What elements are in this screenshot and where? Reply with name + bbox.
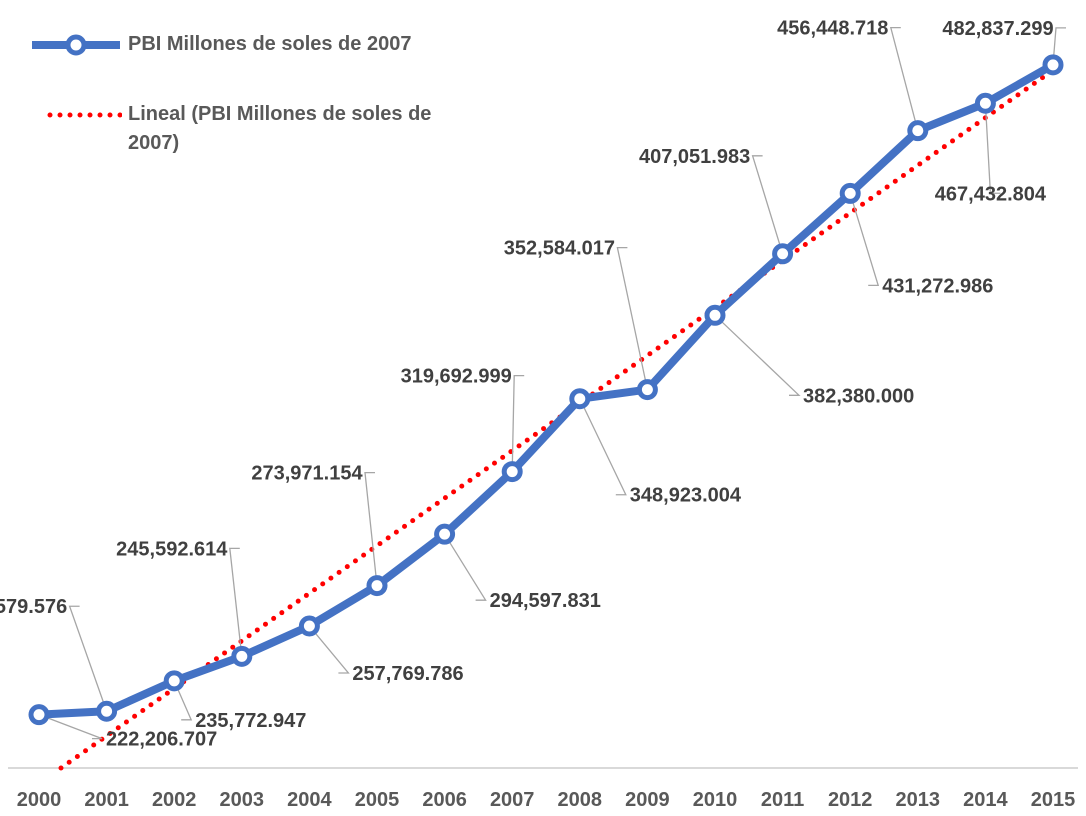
x-tick-label: 2014 bbox=[963, 789, 1008, 811]
leader-line bbox=[714, 314, 801, 396]
series-line bbox=[38, 61, 1055, 719]
x-tick-label: 2002 bbox=[152, 789, 197, 811]
leader-line bbox=[849, 193, 880, 287]
x-tick-label: 2011 bbox=[761, 789, 804, 811]
leader-line bbox=[1052, 27, 1066, 65]
x-tick-label: 2001 bbox=[84, 789, 129, 811]
leader-line bbox=[444, 533, 487, 601]
x-tick-label: 2003 bbox=[220, 789, 265, 811]
legend-series-label: PBI Millones de soles de 2007 bbox=[128, 33, 412, 55]
data-point-marker bbox=[298, 615, 320, 637]
x-tick-label: 2015 bbox=[1031, 789, 1076, 811]
legend: PBI Millones de soles de 2007 Lineal (PB… bbox=[30, 30, 500, 198]
x-tick-label: 2012 bbox=[828, 789, 873, 811]
data-point-marker bbox=[974, 92, 996, 114]
x-tick-label: 2008 bbox=[558, 789, 603, 811]
data-label: 382,380.000 bbox=[803, 385, 914, 407]
data-point-marker bbox=[96, 700, 118, 722]
legend-trendline-swatch bbox=[47, 112, 122, 118]
legend-item-trendline: Lineal (PBI Millones de soles de 2007) bbox=[30, 100, 500, 158]
data-label: 273,971.154 bbox=[251, 463, 363, 485]
leader-line bbox=[511, 374, 525, 472]
leader-line bbox=[229, 547, 243, 657]
data-point-marker bbox=[231, 645, 253, 667]
data-point-marker bbox=[1042, 54, 1064, 76]
trendline bbox=[58, 67, 1056, 771]
data-point-marker bbox=[772, 243, 794, 265]
data-point-marker bbox=[163, 670, 185, 692]
x-tick-label: 2013 bbox=[896, 789, 941, 811]
data-label: 482,837.299 bbox=[942, 18, 1053, 40]
data-point-marker bbox=[636, 379, 658, 401]
x-tick-label: 2005 bbox=[355, 789, 400, 811]
x-tick-label: 2006 bbox=[422, 789, 467, 811]
data-label: 235,772.947 bbox=[195, 710, 306, 732]
data-labels: 222,206.707 223,579.576 235,772.947 245,592… bbox=[0, 18, 1054, 751]
x-axis: 2000 2001 2002 2003 2004 2005 2006 2007 2008 2009… bbox=[8, 767, 1078, 811]
x-tick-label: 2004 bbox=[287, 789, 332, 811]
legend-trendline-label: Lineal (PBI Millones de soles de 2007) bbox=[128, 103, 432, 154]
leader-line bbox=[68, 605, 108, 712]
data-label: 294,597.831 bbox=[490, 590, 601, 612]
legend-item-series: PBI Millones de soles de 2007 bbox=[30, 30, 500, 60]
data-label: 223,579.576 bbox=[0, 596, 67, 618]
data-point-marker bbox=[28, 704, 50, 726]
data-point-marker bbox=[501, 461, 523, 483]
legend-series-swatch bbox=[32, 34, 120, 56]
data-label: 456,448.718 bbox=[777, 18, 888, 40]
x-tick-label: 2007 bbox=[490, 789, 535, 811]
data-label: 352,584.017 bbox=[504, 238, 615, 260]
leader-line bbox=[616, 246, 649, 390]
data-label: 348,923.004 bbox=[630, 485, 742, 507]
leader-line bbox=[308, 625, 350, 674]
data-point-marker bbox=[569, 388, 591, 410]
data-label: 319,692.999 bbox=[401, 366, 512, 388]
data-point-marker bbox=[366, 575, 388, 597]
leader-line bbox=[38, 714, 103, 740]
data-label: 407,051.983 bbox=[639, 146, 750, 168]
x-tick-label: 2010 bbox=[693, 789, 738, 811]
leader-lines bbox=[38, 26, 1066, 740]
data-label: 222,206.707 bbox=[106, 729, 217, 751]
series-layer bbox=[28, 54, 1064, 726]
data-label: 245,592.614 bbox=[116, 538, 228, 560]
leader-line bbox=[751, 155, 784, 254]
x-tick-label: 2000 bbox=[17, 789, 62, 811]
leader-line bbox=[889, 26, 919, 131]
data-point-marker bbox=[434, 523, 456, 545]
data-label: 257,769.786 bbox=[352, 663, 463, 685]
data-point-marker bbox=[704, 304, 726, 326]
trendline-layer bbox=[58, 67, 1056, 771]
leader-line bbox=[364, 471, 378, 586]
data-point-marker bbox=[907, 120, 929, 142]
leader-line bbox=[173, 680, 193, 721]
leader-line bbox=[579, 398, 627, 496]
data-label: 431,272.986 bbox=[882, 275, 993, 297]
data-label: 467,432.804 bbox=[935, 183, 1047, 205]
leader-line bbox=[984, 103, 1001, 194]
data-point-marker bbox=[839, 182, 861, 204]
x-tick-label: 2009 bbox=[625, 789, 670, 811]
